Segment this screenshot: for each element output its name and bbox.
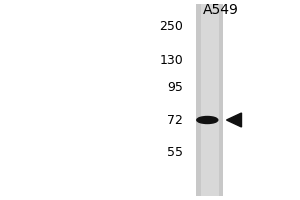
Bar [200, 4, 220, 196]
Text: 72: 72 [167, 114, 183, 127]
Text: 95: 95 [167, 81, 183, 94]
Text: A549: A549 [202, 3, 238, 17]
Bar [196, 4, 224, 196]
Text: 130: 130 [159, 53, 183, 66]
Text: 55: 55 [167, 146, 183, 158]
Text: 250: 250 [159, 20, 183, 32]
Polygon shape [226, 113, 242, 127]
Ellipse shape [197, 116, 218, 123]
